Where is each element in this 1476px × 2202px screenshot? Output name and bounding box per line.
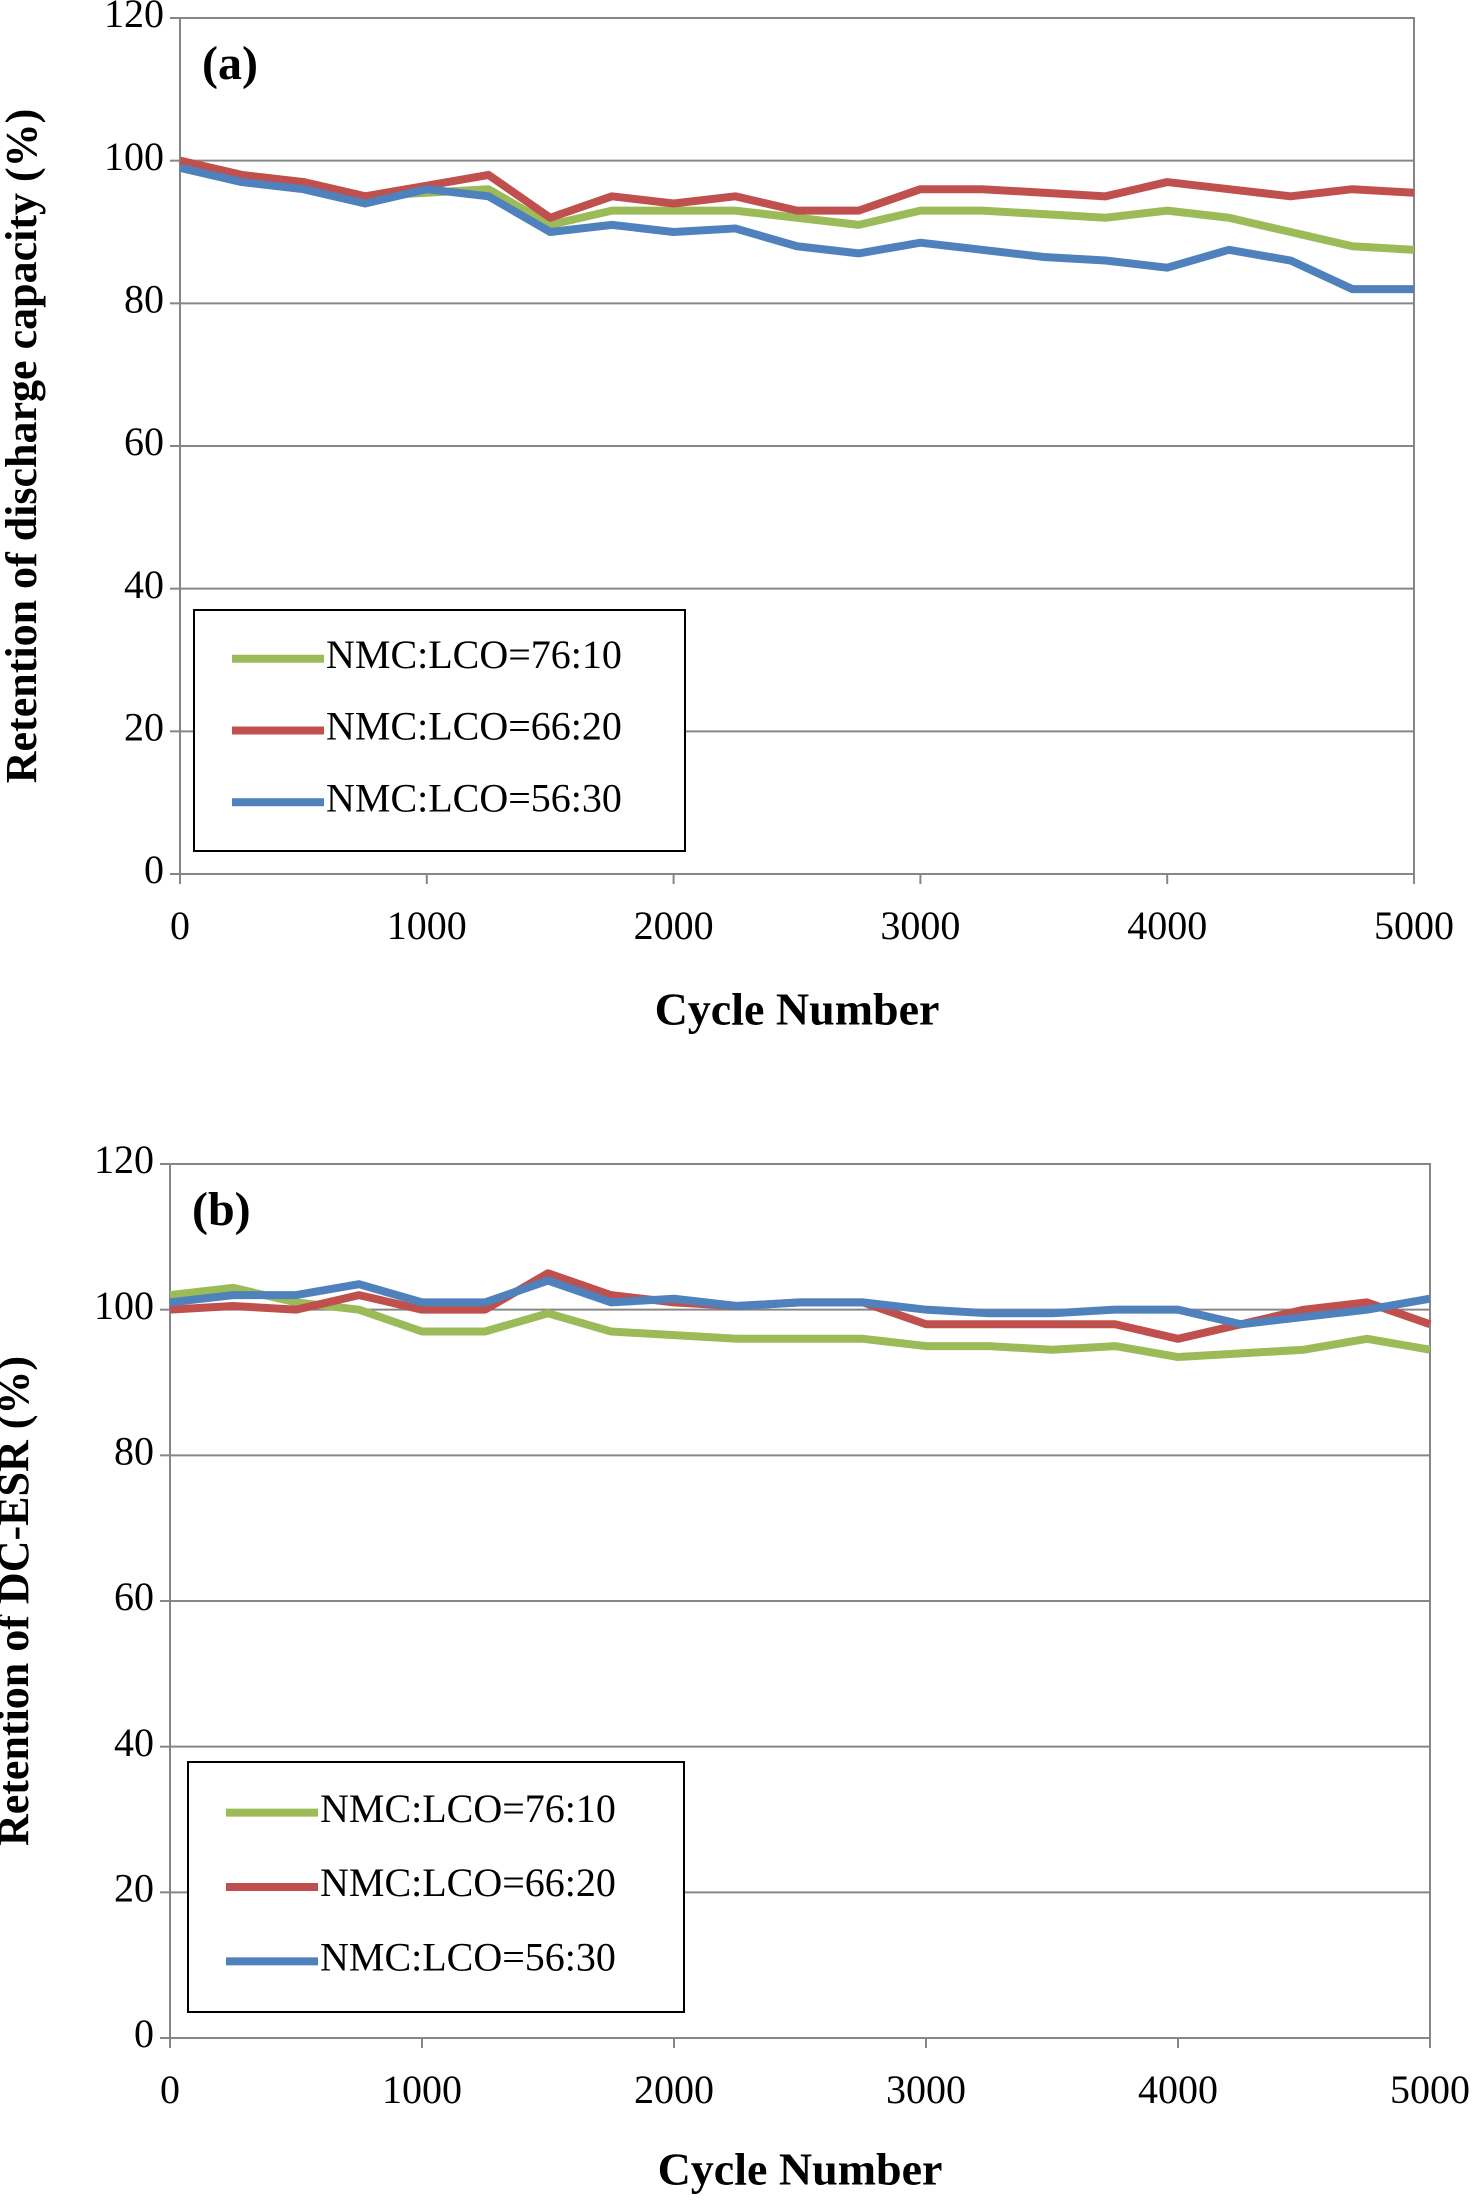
legend-label: NMC:LCO=66:20	[326, 704, 622, 749]
x-tick-label: 4000	[1127, 903, 1207, 948]
y-tick-label: 100	[104, 134, 164, 179]
legend-label: NMC:LCO=56:30	[320, 1935, 616, 1980]
x-tick-label: 1000	[382, 2067, 462, 2112]
x-tick-label: 0	[160, 2067, 180, 2112]
y-tick-label: 40	[124, 562, 164, 607]
data-line	[169, 1276, 1431, 1329]
legend-box	[193, 609, 686, 852]
x-tick-label: 5000	[1374, 903, 1454, 948]
x-tick-label: 2000	[634, 2067, 714, 2112]
panel-label: (b)	[192, 1183, 251, 1236]
panel-label: (a)	[202, 37, 258, 90]
x-axis-label: Cycle Number	[655, 984, 940, 1035]
y-tick-label: 100	[94, 1283, 154, 1328]
x-tick-label: 3000	[886, 2067, 966, 2112]
data-line	[169, 1283, 1431, 1362]
x-tick-label: 3000	[880, 903, 960, 948]
y-tick-label: 120	[104, 0, 164, 36]
y-tick-label: 120	[94, 1137, 154, 1182]
x-tick-label: 1000	[387, 903, 467, 948]
data-line	[179, 163, 1414, 294]
legend-label: NMC:LCO=76:10	[326, 632, 622, 677]
x-tick-label: 2000	[634, 903, 714, 948]
legend-label: NMC:LCO=76:10	[320, 1786, 616, 1831]
x-tick-label: 5000	[1390, 2067, 1470, 2112]
y-axis-label: Retention of DC-ESR (%)	[0, 1356, 38, 1846]
y-tick-label: 80	[124, 277, 164, 322]
y-tick-label: 60	[114, 1574, 154, 1619]
y-tick-label: 40	[114, 1720, 154, 1765]
x-axis-label: Cycle Number	[658, 2144, 943, 2195]
y-axis-label: Retention of discharge capacity (%)	[0, 109, 46, 784]
y-tick-label: 60	[124, 419, 164, 464]
legend-label: NMC:LCO=66:20	[320, 1860, 616, 1905]
legend-label: NMC:LCO=56:30	[326, 775, 622, 820]
y-tick-label: 80	[114, 1429, 154, 1474]
y-tick-label: 20	[124, 705, 164, 750]
y-tick-label: 0	[134, 2011, 154, 2056]
y-tick-label: 20	[114, 1866, 154, 1911]
x-tick-label: 0	[170, 903, 190, 948]
data-line	[179, 156, 1415, 222]
y-tick-label: 0	[144, 847, 164, 892]
x-tick-label: 4000	[1138, 2067, 1218, 2112]
